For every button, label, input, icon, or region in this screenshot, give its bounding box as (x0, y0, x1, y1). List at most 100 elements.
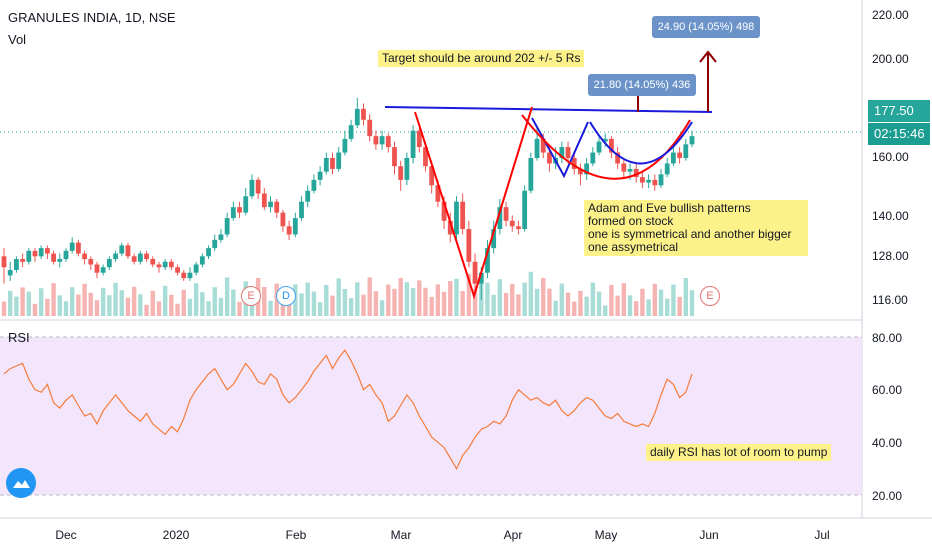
candle-body (615, 152, 621, 164)
volume-bar (100, 287, 106, 316)
candle-body (621, 163, 627, 172)
candle-body (466, 229, 472, 262)
candle-body (478, 272, 484, 284)
volume-bar (131, 286, 137, 316)
volume-bar (125, 297, 131, 316)
small-eve-curve (589, 121, 693, 165)
volume-bar (404, 282, 410, 316)
candle-body (268, 201, 273, 208)
candle-body (336, 152, 342, 169)
pattern-note-line: one assymetrical (588, 240, 679, 254)
volume-bar (441, 291, 447, 316)
volume-bar (547, 288, 552, 316)
candle-body (13, 259, 19, 270)
candle-body (212, 239, 218, 249)
volume-bar (305, 282, 310, 316)
candle-body (286, 226, 292, 235)
candle-body (590, 152, 596, 164)
candle-body (379, 136, 385, 145)
earnings-event-icon[interactable]: E (700, 286, 720, 306)
candle-body (392, 147, 397, 167)
tradingview-logo-icon[interactable] (6, 468, 36, 498)
target-note: Target should be around 202 +/- 5 Rs (378, 50, 585, 67)
rsi-tick: 20.00 (872, 489, 903, 503)
candle-body (584, 163, 590, 175)
date-tick: 2020 (162, 528, 190, 542)
volume-bar (466, 273, 472, 316)
volume-bar (1, 301, 7, 316)
volume-bar (510, 283, 515, 316)
candle-body (243, 196, 249, 213)
candle-body (361, 108, 366, 120)
volume-bar (150, 290, 155, 316)
last-price-tag: 177.50 (868, 100, 930, 122)
candle-body (119, 245, 125, 254)
candle-body (528, 158, 534, 191)
volume-bar (590, 282, 596, 316)
candle-body (261, 193, 267, 208)
candle-body (75, 242, 81, 254)
candle-body (7, 269, 13, 276)
volume-bar (683, 278, 689, 316)
candle-body (454, 201, 459, 235)
candle-body (497, 207, 503, 229)
candle-body (106, 259, 112, 268)
candle-body (175, 267, 180, 273)
candle-body (305, 190, 311, 202)
candle-body (137, 253, 143, 262)
candle-body (677, 152, 683, 158)
price-tick: 116.00 (872, 293, 908, 307)
candle-body (373, 136, 379, 145)
candle-body (113, 253, 118, 260)
date-tick: Dec (55, 528, 77, 542)
volume-bar (578, 290, 583, 316)
volume-bar (286, 303, 292, 316)
volume-bar (621, 283, 627, 316)
volume-bar (138, 294, 143, 316)
volume-bar (652, 283, 658, 316)
volume-bar (206, 301, 211, 316)
rsi-band (0, 337, 862, 495)
pattern-note-line: formed on stock (588, 214, 674, 228)
candle-body (280, 212, 286, 227)
volume-bar (417, 280, 422, 316)
volume-bar (627, 295, 633, 316)
volume-bar (361, 294, 366, 316)
volume-bar (76, 294, 81, 316)
candle-body (423, 147, 428, 167)
candle-body (131, 256, 137, 262)
volume-bar (311, 291, 317, 316)
volume-bar (181, 289, 186, 316)
volume-bar (429, 296, 434, 316)
volume-bar (342, 289, 348, 316)
candle-body (20, 259, 25, 262)
candle-body (32, 250, 38, 257)
candle-body (342, 138, 348, 153)
candle-body (547, 152, 552, 164)
measure-large-badge: 24.90 (14.05%) 498 (652, 16, 760, 38)
candle-body (398, 166, 404, 180)
candle-body (652, 179, 658, 186)
volume-bar (541, 278, 546, 316)
candle-body (88, 259, 94, 265)
volume-bar (169, 294, 174, 316)
candle-body (330, 158, 335, 169)
earnings-event-icon[interactable]: E (241, 286, 261, 306)
candle-body (578, 168, 583, 175)
candle-body (683, 144, 689, 158)
candle-body (299, 201, 304, 219)
volume-bar (658, 289, 664, 316)
volume-bar (392, 288, 397, 316)
adam-line (414, 106, 533, 300)
candle-body (646, 179, 652, 183)
dividend-event-icon[interactable]: D (276, 286, 296, 306)
target-arrow-head (699, 50, 717, 63)
volume-bar (156, 301, 162, 316)
price-tick: 160.00 (872, 150, 909, 164)
volume-bar (63, 301, 69, 316)
candle-body (540, 138, 546, 153)
volume-bar (200, 292, 205, 316)
candle-body (571, 158, 577, 169)
candle-body (237, 207, 242, 213)
rsi-tick: 60.00 (872, 383, 903, 397)
